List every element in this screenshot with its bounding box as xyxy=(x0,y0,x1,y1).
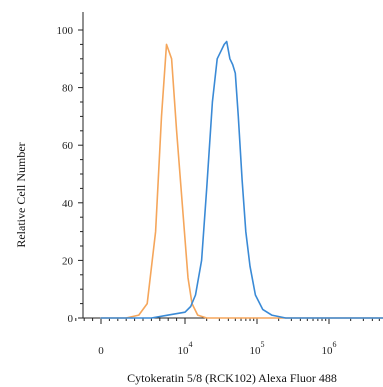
y-axis-label: Relative Cell Number xyxy=(14,142,28,247)
y-tick-label-80: 80 xyxy=(62,83,74,95)
x-tick-label-3: 106 xyxy=(322,340,337,357)
axes xyxy=(82,12,383,319)
series-line-1 xyxy=(100,40,383,319)
x-axis-label: Cytokeratin 5/8 (RCK102) Alexa Fluor 488 xyxy=(127,371,337,385)
y-ticks: 0 20 40 60 80 100 xyxy=(57,25,83,325)
x-tick-label-2: 105 xyxy=(250,340,265,357)
x-tick-label-0: 0 xyxy=(98,345,104,357)
y-tick-label-20: 20 xyxy=(62,255,74,267)
y-tick-label-100: 100 xyxy=(57,25,74,37)
y-tick-label-0: 0 xyxy=(68,313,74,325)
y-tick-label-60: 60 xyxy=(62,140,74,152)
x-ticks: 0104105106107 xyxy=(75,318,380,357)
series-layer xyxy=(100,40,383,319)
y-tick-label-40: 40 xyxy=(62,198,74,210)
x-tick-label-1: 104 xyxy=(178,340,193,357)
series-line-0 xyxy=(100,43,383,319)
